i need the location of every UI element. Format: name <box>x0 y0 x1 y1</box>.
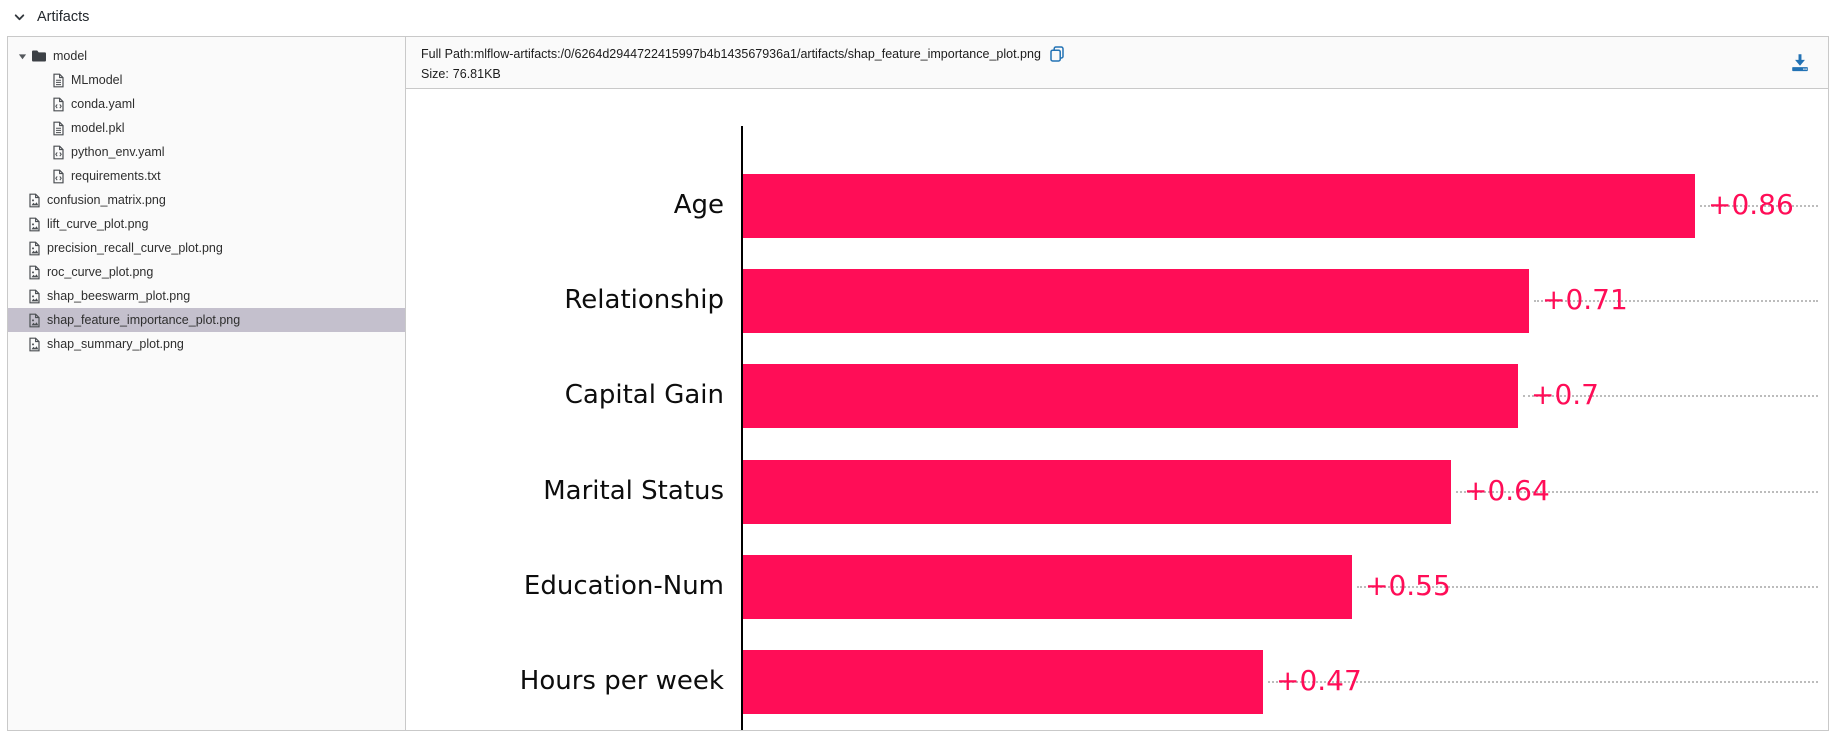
tree-item-label: model <box>53 49 88 63</box>
artifact-preview-image: Age +0.86 Relationship +0.71 Capital Gain +0.… <box>406 89 1828 730</box>
chart-category-label-marital-status: Marital Status <box>543 475 724 506</box>
chart-value-label-age: +0.86 <box>1708 188 1794 222</box>
artifact-tree: model MLmodel conda.yaml model.pkl python_en… <box>8 37 406 730</box>
full-path-label: Full Path: <box>421 47 474 61</box>
chart-value-label-marital-status: +0.64 <box>1464 474 1550 508</box>
artifact-detail-panel: Full Path:mlflow-artifacts:/0/6264d29447… <box>406 37 1828 730</box>
artifact-info-bar: Full Path:mlflow-artifacts:/0/6264d29447… <box>406 37 1828 89</box>
chart-leader-dotted-line-hours-per-week <box>1268 681 1818 683</box>
chart-category-label-relationship: Relationship <box>564 284 724 315</box>
chart-value-label-capital-gain: +0.7 <box>1531 378 1599 412</box>
file-image-icon <box>28 265 41 280</box>
tree-item-label: MLmodel <box>71 73 123 87</box>
tree-item-mlmodel[interactable]: MLmodel <box>8 68 405 92</box>
chart-value-label-education-num: +0.55 <box>1365 569 1451 603</box>
tree-item-label: shap_beeswarm_plot.png <box>47 289 191 303</box>
tree-item-label: requirements.txt <box>71 169 161 183</box>
chart-category-label-hours-per-week: Hours per week <box>519 665 724 696</box>
chart-leader-dotted-line-marital-status <box>1456 491 1818 493</box>
tree-item-conda-yaml[interactable]: conda.yaml <box>8 92 405 116</box>
chart-leader-dotted-line-age <box>1700 205 1818 207</box>
tree-item-label: roc_curve_plot.png <box>47 265 154 279</box>
artifact-size: Size: 76.81KB <box>421 67 1066 81</box>
chart-y-axis <box>741 126 743 730</box>
chart-value-label-hours-per-week: +0.47 <box>1276 664 1362 698</box>
file-image-icon <box>28 217 41 232</box>
chart-category-label-capital-gain: Capital Gain <box>564 379 724 410</box>
tree-item-label: conda.yaml <box>71 97 135 111</box>
size-value: 76.81KB <box>452 67 501 81</box>
download-button[interactable] <box>1787 51 1813 74</box>
chart-leader-dotted-line-relationship <box>1534 300 1818 302</box>
full-path: Full Path:mlflow-artifacts:/0/6264d29447… <box>421 44 1066 64</box>
chart-bar-relationship <box>743 269 1529 333</box>
chart-bar-hours-per-week <box>743 650 1263 714</box>
tree-item-label: python_env.yaml <box>71 145 165 159</box>
copy-path-icon[interactable] <box>1048 44 1066 64</box>
chart-leader-dotted-line-capital-gain <box>1523 395 1818 397</box>
tree-item-label: confusion_matrix.png <box>47 193 166 207</box>
chart-bar-education-num <box>743 555 1352 619</box>
artifact-browser: model MLmodel conda.yaml model.pkl python_en… <box>7 36 1829 731</box>
chart-bar-marital-status <box>743 460 1451 524</box>
full-path-value: mlflow-artifacts:/0/6264d2944722415997b4… <box>473 47 1041 61</box>
artifacts-header: Artifacts <box>0 0 89 34</box>
tree-item-label: precision_recall_curve_plot.png <box>47 241 223 255</box>
tree-item-label: shap_feature_importance_plot.png <box>47 313 241 327</box>
file-text-icon <box>52 121 65 136</box>
file-image-icon <box>28 289 41 304</box>
tree-item-roc-curve-plot-png[interactable]: roc_curve_plot.png <box>8 260 405 284</box>
file-code-icon <box>52 145 65 160</box>
tree-item-label: shap_summary_plot.png <box>47 337 184 351</box>
tree-item-label: model.pkl <box>71 121 125 135</box>
file-code-icon <box>52 97 65 112</box>
chevron-down-icon[interactable] <box>13 11 26 24</box>
tree-item-model-pkl[interactable]: model.pkl <box>8 116 405 140</box>
tree-item-shap-feature-importance-plot-png[interactable]: shap_feature_importance_plot.png <box>8 308 405 332</box>
tree-item-lift-curve-plot-png[interactable]: lift_curve_plot.png <box>8 212 405 236</box>
page-title: Artifacts <box>37 9 90 25</box>
size-label: Size: <box>421 67 449 81</box>
chart-category-label-education-num: Education-Num <box>523 570 724 601</box>
chart-value-label-relationship: +0.71 <box>1542 283 1628 317</box>
tree-item-model[interactable]: model <box>8 44 405 68</box>
folder-icon <box>31 49 47 63</box>
tree-item-requirements-txt[interactable]: requirements.txt <box>8 164 405 188</box>
file-image-icon <box>28 193 41 208</box>
file-image-icon <box>28 241 41 256</box>
file-image-icon <box>28 313 41 328</box>
chart-bar-capital-gain <box>743 364 1518 428</box>
chart-leader-dotted-line-education-num <box>1357 586 1818 588</box>
file-text-icon <box>52 73 65 88</box>
tree-item-confusion-matrix-png[interactable]: confusion_matrix.png <box>8 188 405 212</box>
chart-bar-age <box>743 174 1695 238</box>
expander-triangle-down-icon[interactable] <box>18 52 27 61</box>
tree-item-shap-summary-plot-png[interactable]: shap_summary_plot.png <box>8 332 405 356</box>
tree-item-precision-recall-curve-plot-png[interactable]: precision_recall_curve_plot.png <box>8 236 405 260</box>
tree-item-python-env-yaml[interactable]: python_env.yaml <box>8 140 405 164</box>
file-code-icon <box>52 169 65 184</box>
tree-item-label: lift_curve_plot.png <box>47 217 149 231</box>
tree-item-shap-beeswarm-plot-png[interactable]: shap_beeswarm_plot.png <box>8 284 405 308</box>
file-image-icon <box>28 337 41 352</box>
chart-category-label-age: Age <box>673 189 724 220</box>
